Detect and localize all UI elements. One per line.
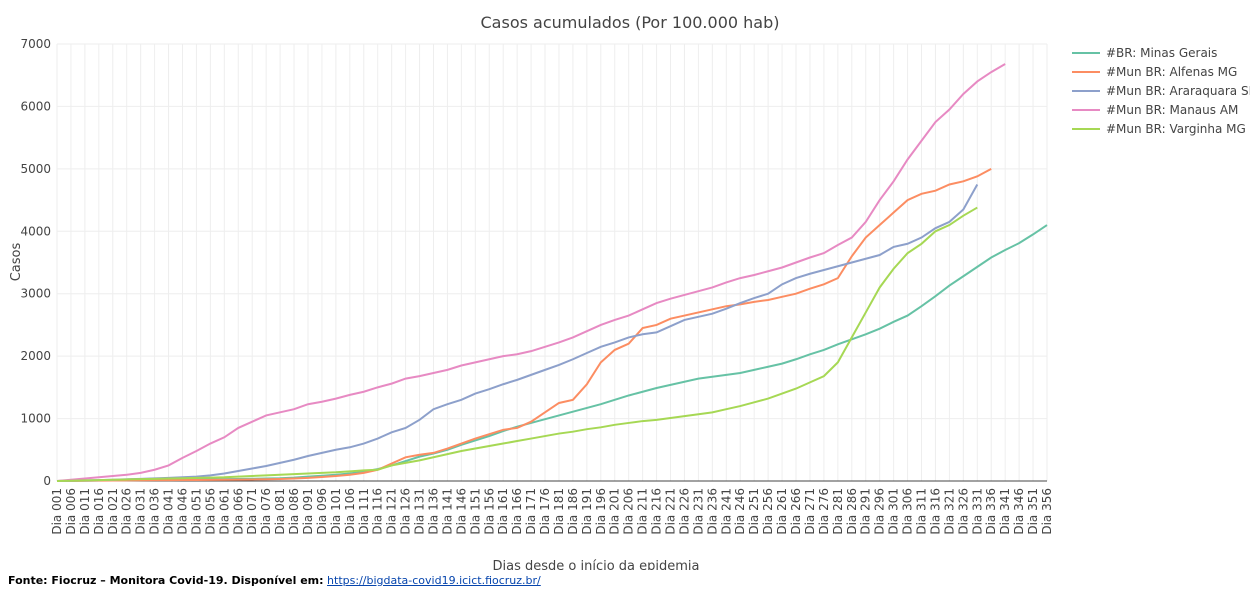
x-tick-label: Dia 256 (761, 488, 775, 535)
source-link[interactable]: https://bigdata-covid19.icict.fiocruz.br… (327, 574, 541, 587)
x-tick-label: Dia 321 (942, 488, 956, 535)
x-tick-label: Dia 351 (1026, 488, 1040, 535)
x-tick-label: Dia 326 (956, 488, 970, 535)
x-tick-label: Dia 196 (594, 488, 608, 535)
x-tick-label: Dia 136 (426, 488, 440, 535)
x-tick-label: Dia 131 (413, 488, 427, 535)
x-tick-label: Dia 076 (259, 488, 273, 535)
x-axis-title: Dias desde o início da epidemia (493, 559, 700, 570)
x-tick-label: Dia 311 (915, 488, 929, 535)
x-tick-label: Dia 266 (789, 488, 803, 535)
x-tick-label: Dia 186 (566, 488, 580, 535)
x-tick-label: Dia 101 (329, 488, 343, 535)
x-tick-label: Dia 286 (845, 488, 859, 535)
x-tick-label: Dia 006 (64, 488, 78, 535)
x-tick-label: Dia 041 (162, 488, 176, 535)
x-tick-label: Dia 216 (650, 488, 664, 535)
x-tick-label: Dia 046 (175, 488, 189, 535)
x-tick-label: Dia 116 (371, 488, 385, 535)
x-tick-label: Dia 166 (510, 488, 524, 535)
y-tick-label: 0 (43, 474, 51, 488)
x-tick-label: Dia 056 (203, 488, 217, 535)
x-tick-label: Dia 251 (747, 488, 761, 535)
x-tick-label: Dia 026 (120, 488, 134, 535)
x-tick-label: Dia 221 (664, 488, 678, 535)
x-tick-label: Dia 086 (287, 488, 301, 535)
x-tick-label: Dia 111 (357, 488, 371, 535)
x-tick-label: Dia 356 (1040, 488, 1054, 535)
x-tick-label: Dia 141 (440, 488, 454, 535)
x-tick-label: Dia 296 (873, 488, 887, 535)
x-tick-label: Dia 061 (217, 488, 231, 535)
x-tick-label: Dia 246 (733, 488, 747, 535)
x-tick-label: Dia 231 (691, 488, 705, 535)
x-tick-label: Dia 036 (148, 488, 162, 535)
x-tick-label: Dia 126 (399, 488, 413, 535)
x-tick-label: Dia 121 (385, 488, 399, 535)
series-line (56, 167, 992, 482)
x-tick-label: Dia 201 (608, 488, 622, 535)
series-line (56, 206, 978, 482)
x-tick-label: Dia 151 (468, 488, 482, 535)
chart: Casos acumulados (Por 100.000 hab) Dias … (9, 13, 1250, 570)
x-tick-label: Dia 001 (50, 488, 64, 535)
x-tick-label: Dia 271 (803, 488, 817, 535)
legend-label: #Mun BR: Alfenas MG (1106, 65, 1237, 79)
y-axis-title: Casos (9, 243, 24, 282)
x-tick-label: Dia 096 (315, 488, 329, 535)
x-tick-label: Dia 336 (984, 488, 998, 535)
x-tick-label: Dia 281 (831, 488, 845, 535)
x-tick-label: Dia 261 (775, 488, 789, 535)
x-tick-label: Dia 011 (78, 488, 92, 535)
x-tick-label: Dia 171 (524, 488, 538, 535)
y-tick-label: 7000 (20, 37, 51, 51)
x-tick-label: Dia 306 (901, 488, 915, 535)
x-tick-label: Dia 051 (189, 488, 203, 535)
x-tick-label: Dia 346 (1012, 488, 1026, 535)
x-tick-label: Dia 071 (245, 488, 259, 535)
y-tick-label: 3000 (20, 287, 51, 301)
legend-label: #Mun BR: Araraquara SP (1106, 84, 1250, 98)
x-tick-label: Dia 241 (719, 488, 733, 535)
x-tick-label: Dia 176 (538, 488, 552, 535)
x-tick-label: Dia 291 (859, 488, 873, 535)
legend-label: #Mun BR: Varginha MG (1106, 122, 1246, 136)
x-tick-label: Dia 181 (552, 488, 566, 535)
x-tick-label: Dia 226 (677, 488, 691, 535)
x-tick-label: Dia 211 (636, 488, 650, 535)
y-tick-label: 1000 (20, 412, 51, 426)
x-tick-label: Dia 016 (92, 488, 106, 535)
x-tick-label: Dia 031 (134, 488, 148, 535)
x-tick-label: Dia 146 (454, 488, 468, 535)
y-tick-label: 5000 (20, 162, 51, 176)
x-tick-label: Dia 236 (705, 488, 719, 535)
x-tick-label: Dia 331 (970, 488, 984, 535)
footer: Fonte: Fiocruz – Monitora Covid-19. Disp… (8, 574, 541, 587)
x-tick-label: Dia 276 (817, 488, 831, 535)
x-tick-label: Dia 021 (106, 488, 120, 535)
x-tick-label: Dia 091 (301, 488, 315, 535)
x-tick-label: Dia 081 (273, 488, 287, 535)
x-tick-label: Dia 161 (496, 488, 510, 535)
x-tick-label: Dia 191 (580, 488, 594, 535)
x-tick-label: Dia 106 (343, 488, 357, 535)
chart-title: Casos acumulados (Por 100.000 hab) (481, 13, 780, 32)
x-tick-label: Dia 156 (482, 488, 496, 535)
series-line (56, 63, 1006, 482)
x-tick-label: Dia 316 (928, 488, 942, 535)
y-tick-label: 4000 (20, 224, 51, 238)
series-line (56, 183, 979, 482)
y-tick-label: 2000 (20, 349, 51, 363)
source: Fonte: Fiocruz – Monitora Covid-19. Disp… (8, 574, 324, 587)
x-tick-label: Dia 301 (887, 488, 901, 535)
x-tick-label: Dia 206 (622, 488, 636, 535)
y-tick-label: 6000 (20, 99, 51, 113)
x-tick-label: Dia 066 (231, 488, 245, 535)
x-tick-label: Dia 341 (998, 488, 1012, 535)
legend-label: #BR: Minas Gerais (1106, 46, 1217, 60)
legend-label: #Mun BR: Manaus AM (1106, 103, 1238, 117)
